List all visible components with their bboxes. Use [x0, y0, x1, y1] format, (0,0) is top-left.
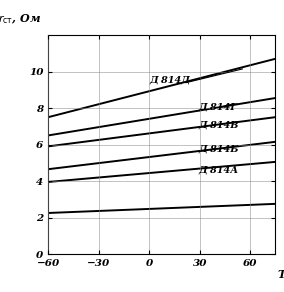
Text: Д 814А: Д 814А [198, 165, 238, 174]
Text: T, °C: T, °C [278, 269, 284, 280]
Text: $r_{\rm ст}$, Ом: $r_{\rm ст}$, Ом [0, 13, 41, 26]
Text: Д 814В: Д 814В [198, 120, 239, 129]
Text: Д 814Д: Д 814Д [149, 75, 190, 84]
Text: Д 814Г: Д 814Г [198, 102, 237, 112]
Text: Д 814Б: Д 814Б [198, 145, 239, 154]
